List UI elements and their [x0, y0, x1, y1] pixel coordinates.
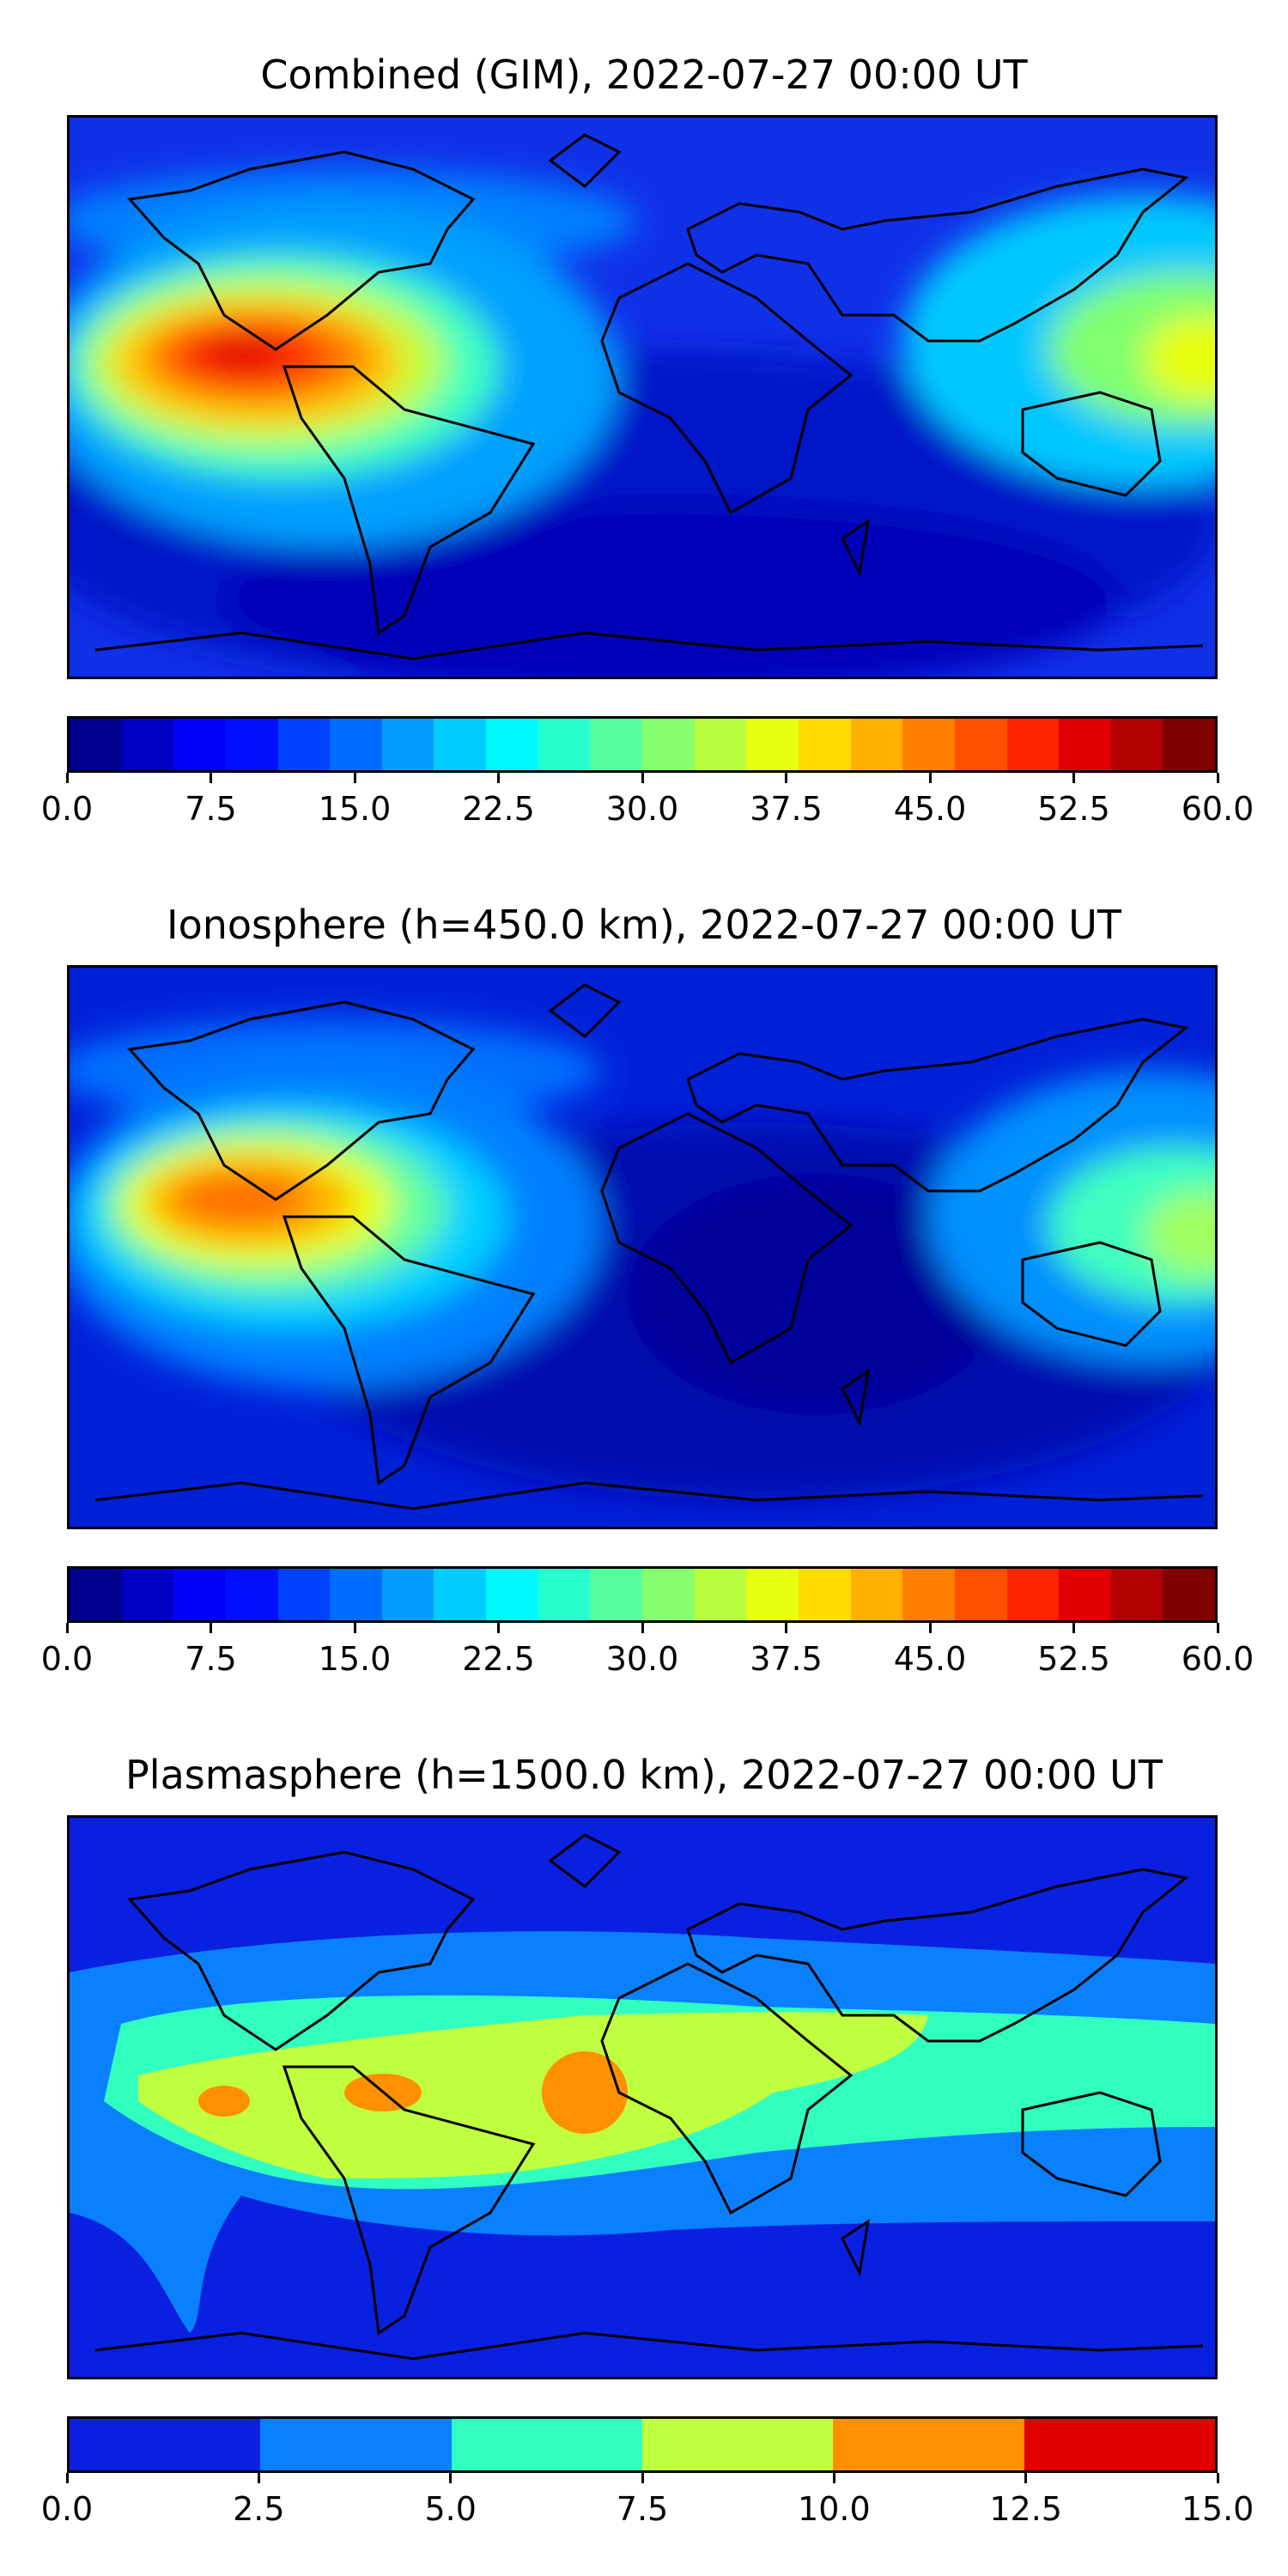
colorbar-ticks: 0.0 7.5 15.0 22.5 30.0 37.5 45.0 52.5 60.0 [41, 1623, 1254, 1678]
colorbar-segment [902, 719, 955, 770]
colorbar-segment [1163, 719, 1216, 770]
colorbar-tick-label: 2.5 [233, 2490, 285, 2528]
colorbar-tick-label: 37.5 [750, 790, 823, 828]
colorbar-segment [486, 719, 538, 770]
colorbar-tick-label: 0.0 [40, 790, 94, 828]
colorbar-tick-label: 22.5 [462, 1640, 535, 1678]
colorbar-segment [850, 719, 903, 770]
tec-contours [70, 1019, 1215, 1500]
coastlines [94, 133, 1204, 660]
colorbar-tick-label: 15.0 [318, 1640, 392, 1678]
colorbar-tick-label: 0.0 [40, 2490, 94, 2528]
colorbar-segment [277, 1569, 331, 1620]
tec-map-plasmasphere [67, 1815, 1218, 2379]
colorbar-tick-label: 30.0 [605, 790, 679, 828]
colorbar-segment [833, 2419, 1024, 2470]
colorbar-segment [538, 1569, 591, 1620]
colorbar-tick-label: 37.5 [750, 1640, 823, 1678]
colorbar-segment [451, 2419, 642, 2470]
colorbar-segment [225, 1569, 278, 1620]
panel-combined: Combined (GIM), 2022-07-27 00:00 UT [0, 0, 1288, 850]
colorbar-tick-label: 15.0 [318, 790, 392, 828]
colorbar-segment [746, 719, 799, 770]
coastlines [94, 983, 1204, 1510]
colorbar-segment [798, 719, 851, 770]
colorbar-segment [486, 1569, 538, 1620]
colorbar-segment [954, 1569, 1007, 1620]
colorbar-segment [746, 1569, 799, 1620]
colorbar-segment [798, 1569, 851, 1620]
colorbar [67, 1566, 1218, 1623]
colorbar-tick-label: 45.0 [893, 790, 967, 828]
colorbar-segment [225, 719, 278, 770]
map-svg [70, 118, 1215, 677]
colorbar-segment [538, 719, 591, 770]
colorbar-segment [694, 1569, 747, 1620]
colorbar [67, 2416, 1218, 2473]
colorbar-tick-label: 7.5 [185, 790, 237, 828]
colorbar-segment [330, 719, 382, 770]
colorbar-tick-label: 15.0 [1181, 2490, 1255, 2528]
colorbar-tick-label: 5.0 [424, 2490, 477, 2528]
colorbar-segment [1006, 1569, 1060, 1620]
colorbar-segment [1059, 1569, 1111, 1620]
colorbar-ticks: 0.0 2.5 5.0 7.5 10.0 12.5 15.0 [41, 2473, 1254, 2528]
colorbar-segment [381, 1569, 434, 1620]
colorbar-segment [850, 1569, 903, 1620]
colorbar-segment [590, 1569, 643, 1620]
colorbar-tick-label: 12.5 [989, 2490, 1062, 2528]
colorbar-segment [330, 1569, 382, 1620]
colorbar-tick-label: 22.5 [462, 790, 535, 828]
colorbar-segment [173, 719, 226, 770]
colorbar-segment [434, 1569, 487, 1620]
colorbar-segment [954, 719, 1007, 770]
colorbar-tick-label: 52.5 [1037, 1640, 1110, 1678]
map-svg [70, 1818, 1215, 2377]
colorbar-tick-label: 60.0 [1181, 790, 1255, 828]
tec-map-ionosphere [67, 965, 1218, 1529]
tec-map-combined [67, 115, 1218, 679]
colorbar-tick-label: 7.5 [616, 2490, 669, 2528]
colorbar-segment [277, 719, 331, 770]
colorbar-tick-label: 0.0 [40, 1640, 94, 1678]
colorbar-segment [902, 1569, 955, 1620]
colorbar-segment [121, 1569, 174, 1620]
colorbar-tick-label: 45.0 [893, 1640, 967, 1678]
colorbar-tick-label: 30.0 [605, 1640, 679, 1678]
map-svg [70, 968, 1215, 1527]
colorbar-segment [260, 2419, 452, 2470]
colorbar-segment [1024, 2419, 1215, 2470]
colorbar-segment [641, 2419, 834, 2470]
colorbar-segment [381, 719, 434, 770]
colorbar-segment [642, 1569, 695, 1620]
colorbar-segment [434, 719, 487, 770]
colorbar [67, 716, 1218, 773]
colorbar-segment [173, 1569, 226, 1620]
colorbar-segment [70, 1569, 122, 1620]
panel-title: Combined (GIM), 2022-07-27 00:00 UT [260, 52, 1028, 98]
panel-plasmasphere: Plasmasphere (h=1500.0 km), 2022-07-27 0… [0, 1700, 1288, 2550]
panel-title: Ionosphere (h=450.0 km), 2022-07-27 00:0… [167, 902, 1121, 948]
colorbar-segment [70, 2419, 261, 2470]
colorbar-segment [590, 719, 643, 770]
colorbar-segment [1059, 719, 1111, 770]
colorbar-segment [1110, 1569, 1163, 1620]
tec-contours [70, 1931, 1215, 2333]
coastlines [94, 1833, 1204, 2360]
colorbar-tick-label: 52.5 [1037, 790, 1110, 828]
colorbar-segment [1163, 1569, 1216, 1620]
panel-ionosphere: Ionosphere (h=450.0 km), 2022-07-27 00:0… [0, 850, 1288, 1700]
tec-contours [70, 169, 1215, 677]
colorbar-tick-label: 10.0 [798, 2490, 871, 2528]
colorbar-ticks: 0.0 7.5 15.0 22.5 30.0 37.5 45.0 52.5 60.0 [41, 773, 1254, 828]
colorbar-segment [642, 719, 695, 770]
colorbar-segment [70, 719, 122, 770]
colorbar-tick-label: 7.5 [185, 1640, 237, 1678]
colorbar-segment [121, 719, 174, 770]
colorbar-tick-label: 60.0 [1181, 1640, 1255, 1678]
colorbar-segment [1110, 719, 1163, 770]
panel-title: Plasmasphere (h=1500.0 km), 2022-07-27 0… [125, 1752, 1163, 1798]
colorbar-segment [1006, 719, 1060, 770]
colorbar-segment [694, 719, 747, 770]
